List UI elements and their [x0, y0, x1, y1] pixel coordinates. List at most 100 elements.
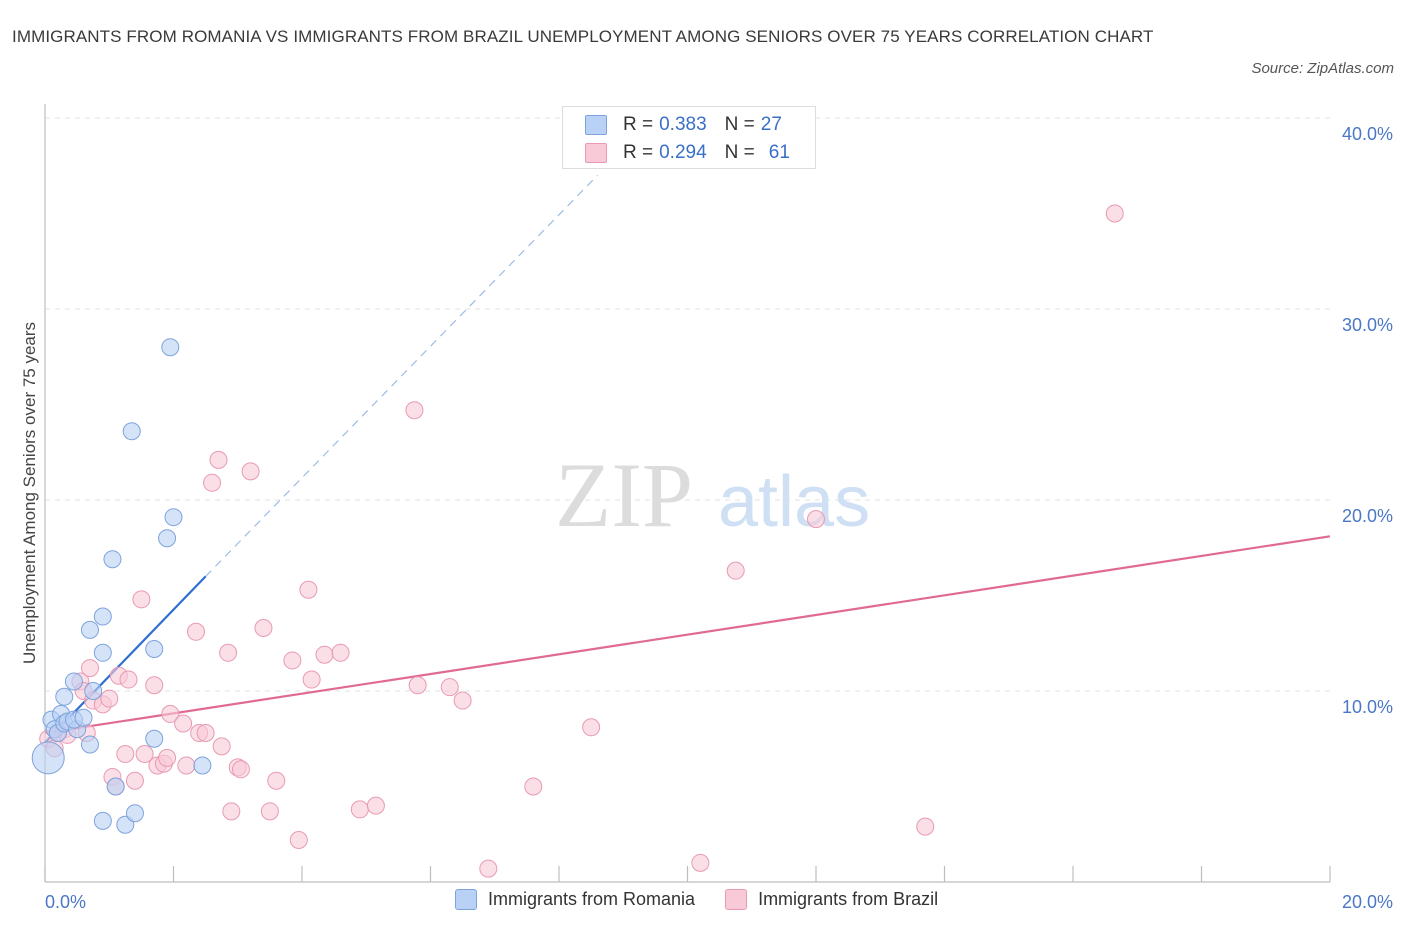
- brazil-point: [135, 745, 154, 764]
- gridlines: [45, 117, 1330, 692]
- brazil-point: [125, 771, 144, 790]
- brazil-point: [174, 714, 193, 733]
- brazil-point: [691, 853, 710, 872]
- brazil-point: [100, 689, 119, 708]
- romania-r-value: 0.383: [659, 114, 707, 135]
- legend-label-brazil: Immigrants from Brazil: [758, 889, 939, 909]
- brazil-point: [196, 724, 215, 743]
- brazil-point: [158, 748, 177, 767]
- brazil-point: [283, 651, 302, 670]
- brazil-point: [366, 796, 385, 815]
- y-axis-label: Unemployment Among Seniors over 75 years: [20, 322, 39, 664]
- brazil-swatch: [585, 143, 607, 163]
- brazil-point: [315, 645, 334, 664]
- brazil-point: [212, 737, 231, 756]
- romania-point: [93, 607, 112, 626]
- romania-n-value: 27: [760, 114, 782, 135]
- brazil-point: [299, 580, 318, 599]
- brazil-point: [267, 771, 286, 790]
- romania-point: [93, 643, 112, 662]
- brazil-point: [405, 401, 424, 420]
- romania-point: [80, 735, 99, 754]
- romania-point: [74, 708, 93, 727]
- brazil-point: [408, 676, 427, 695]
- watermark-zip: ZIP: [555, 444, 693, 546]
- correlation-legend: R = 0.383 N = 27 R = 0.294 N = 61: [562, 106, 816, 169]
- legend-label-romania: Immigrants from Romania: [488, 889, 696, 909]
- romania-point: [106, 777, 125, 796]
- brazil-point: [219, 643, 238, 662]
- brazil-point: [524, 777, 543, 796]
- legend-row-romania: R = 0.383 N = 27: [585, 113, 782, 137]
- romania-r-label: R =: [623, 114, 654, 135]
- x-tick-label: 0.0%: [45, 892, 86, 912]
- brazil-point: [350, 800, 369, 819]
- brazil-point: [254, 618, 273, 637]
- brazil-point: [161, 704, 180, 723]
- brazil-point: [116, 745, 135, 764]
- brazil-point: [145, 676, 164, 695]
- series-romania-points: [31, 338, 212, 834]
- brazil-trend-line: [44, 535, 1331, 735]
- brazil-point: [209, 450, 228, 469]
- romania-point: [122, 422, 141, 441]
- brazil-r-value: 0.294: [659, 142, 707, 163]
- series-brazil-points: [39, 204, 1124, 878]
- romania-point: [93, 811, 112, 830]
- romania-point: [161, 338, 180, 357]
- y-tick-labels: 10.0% 20.0% 30.0% 40.0%: [1342, 124, 1393, 717]
- brazil-point: [726, 561, 745, 580]
- romania-trend-extension: [205, 174, 598, 577]
- romania-point: [103, 550, 122, 569]
- brazil-n-label: N =: [724, 142, 755, 163]
- romania-point: [80, 620, 99, 639]
- brazil-point: [241, 462, 260, 481]
- brazil-point: [260, 802, 279, 821]
- romania-point: [158, 529, 177, 548]
- brazil-point: [440, 678, 459, 697]
- brazil-n-value: 61: [768, 142, 790, 163]
- brazil-r-label: R =: [623, 142, 654, 163]
- chart-title: IMMIGRANTS FROM ROMANIA VS IMMIGRANTS FR…: [12, 27, 1154, 46]
- legend-swatch-brazil: [725, 889, 748, 910]
- brazil-point: [302, 670, 321, 689]
- romania-point: [84, 682, 103, 700]
- romania-point: [164, 508, 183, 527]
- romania-point: [31, 741, 65, 775]
- brazil-point: [1105, 204, 1124, 223]
- romania-point: [64, 672, 83, 691]
- legend-item-brazil[interactable]: Immigrants from Brazil: [725, 889, 938, 910]
- romania-n-label: N =: [724, 114, 755, 135]
- brazil-point: [807, 510, 825, 529]
- brazil-point: [479, 859, 498, 878]
- romania-point: [55, 687, 74, 706]
- watermark-atlas: atlas: [718, 462, 870, 542]
- romania-point: [145, 729, 164, 748]
- brazil-point: [119, 670, 138, 689]
- brazil-point: [916, 817, 935, 836]
- y-tick-label: 30.0%: [1342, 315, 1393, 335]
- romania-point: [193, 756, 212, 775]
- brazil-point: [222, 802, 241, 821]
- romania-point: [125, 804, 144, 823]
- brazil-point: [453, 691, 472, 710]
- legend-item-romania[interactable]: Immigrants from Romania: [455, 889, 695, 910]
- brazil-point: [177, 756, 196, 775]
- legend-swatch-romania: [455, 889, 477, 910]
- legend-row-brazil: R = 0.294 N = 61: [585, 141, 790, 165]
- x-tick-label: 20.0%: [1342, 892, 1393, 912]
- romania-point: [145, 639, 164, 658]
- source-label: Source: ZipAtlas.com: [1251, 60, 1394, 77]
- brazil-point: [582, 718, 601, 737]
- brazil-point: [203, 473, 222, 492]
- y-tick-label: 20.0%: [1342, 506, 1393, 526]
- brazil-point: [186, 622, 205, 641]
- brazil-point: [331, 643, 350, 662]
- romania-swatch: [585, 115, 607, 135]
- x-tick-labels: 0.0% 20.0%: [45, 892, 1393, 912]
- series-legend: Immigrants from Romania Immigrants from …: [455, 889, 968, 910]
- brazil-point: [132, 590, 151, 609]
- brazil-point: [231, 760, 250, 779]
- brazil-point: [289, 830, 308, 849]
